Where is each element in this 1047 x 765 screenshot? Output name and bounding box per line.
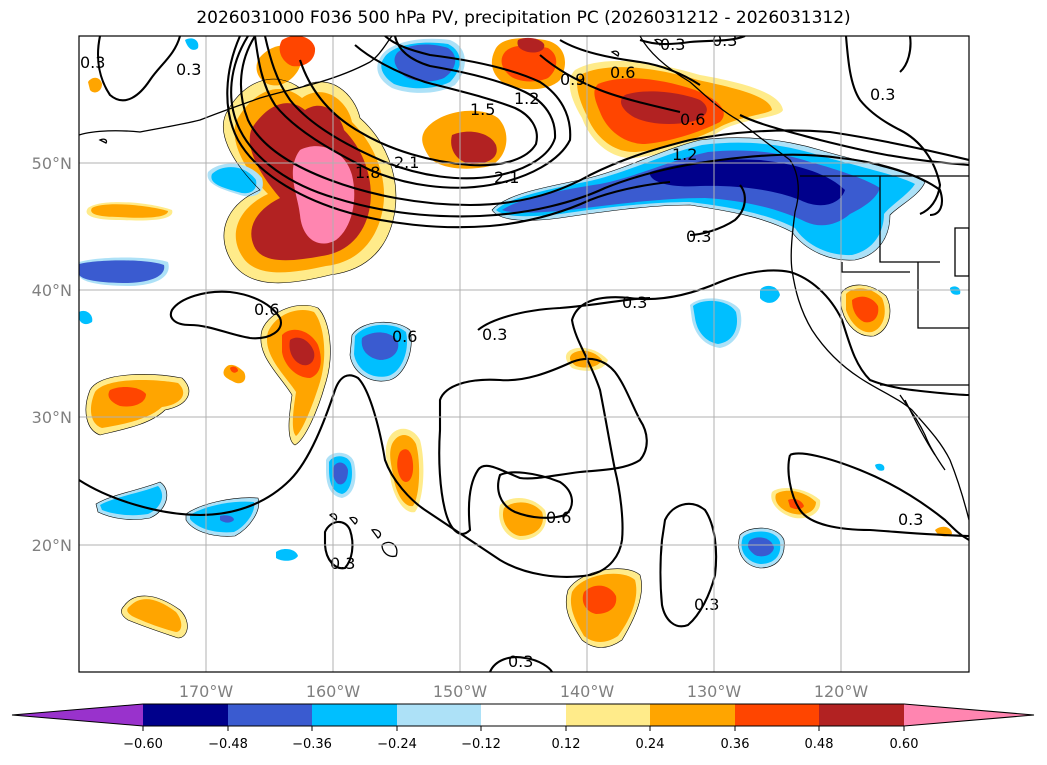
map-area: 0.3 0.3 0.3 0.3 0.3 0.3 0.3 0.3 0.3 0.3 …: [79, 31, 969, 672]
lon-tick-label: 150°W: [433, 682, 488, 701]
colorbar-label: 0.60: [890, 737, 919, 752]
contour-label: 0.6: [546, 508, 571, 527]
precip-shading-negative: [79, 38, 961, 568]
lat-tick-labels: 50°N 40°N 30°N 20°N: [32, 154, 72, 555]
precip-shading-positive: [85, 36, 952, 648]
colorbar-label: 0.12: [552, 737, 581, 752]
colorbar-bin: [819, 704, 904, 726]
contour-label: 0.6: [392, 327, 417, 346]
colorbar-label: −0.12: [461, 737, 501, 752]
colorbar-label: 0.48: [805, 737, 834, 752]
colorbar-bin: [650, 704, 735, 726]
contour-label: 1.2: [672, 145, 697, 164]
contour-label: 0.3: [898, 510, 923, 529]
colorbar-extend-low: [12, 704, 143, 726]
contour-labels: 0.3 0.3 0.3 0.3 0.3 0.3 0.3 0.3 0.3 0.3 …: [80, 31, 923, 671]
colorbar-bin: [481, 704, 566, 726]
colorbar-label: −0.48: [208, 737, 248, 752]
precip-outlines: [85, 78, 926, 648]
gridlines: [79, 36, 969, 672]
colorbar-bin: [228, 704, 312, 726]
contour-label: 0.9: [560, 70, 585, 89]
colorbar-bin: [312, 704, 397, 726]
lat-tick-label: 50°N: [32, 154, 72, 173]
contour-label: 0.6: [680, 110, 705, 129]
contour-label: 0.3: [622, 293, 647, 312]
colorbar-bin: [143, 704, 228, 726]
contour-label: 0.3: [660, 35, 685, 54]
colorbar-label: 0.36: [721, 737, 750, 752]
lon-tick-label: 140°W: [560, 682, 615, 701]
map-title: 2026031000 F036 500 hPa PV, precipitatio…: [196, 8, 851, 28]
lat-tick-label: 20°N: [32, 536, 72, 555]
contour-label: 0.3: [80, 53, 105, 72]
colorbar-label: −0.60: [123, 737, 163, 752]
lon-tick-label: 160°W: [306, 682, 361, 701]
colorbar-bin: [735, 704, 819, 726]
contour-label: 1.8: [355, 163, 380, 182]
contour-label: 1.2: [514, 89, 539, 108]
lon-tick-labels: 170°W 160°W 150°W 140°W 130°W 120°W: [179, 682, 869, 701]
contour-label: 0.3: [686, 227, 711, 246]
contour-label: 0.3: [870, 85, 895, 104]
colorbar: −0.60 −0.48 −0.36 −0.24 −0.12 0.12 0.24 …: [11, 703, 1035, 752]
contour-label: 0.3: [482, 325, 507, 344]
contour-label: 0.3: [176, 60, 201, 79]
colorbar-label: −0.24: [377, 737, 417, 752]
contour-label: 0.3: [712, 31, 737, 50]
contour-label: 2.1: [494, 168, 519, 187]
contour-label: 0.6: [254, 300, 279, 319]
coastlines: [79, 36, 969, 558]
map-frame: [78, 35, 970, 673]
lon-tick-label: 120°W: [814, 682, 869, 701]
colorbar-bin: [397, 704, 481, 726]
pv-contours: [79, 36, 969, 672]
contour-label: 0.6: [610, 63, 635, 82]
contour-label: 1.5: [470, 100, 495, 119]
lat-tick-label: 30°N: [32, 408, 72, 427]
colorbar-label: −0.36: [292, 737, 332, 752]
lon-tick-label: 130°W: [687, 682, 742, 701]
lat-tick-label: 40°N: [32, 281, 72, 300]
colorbar-label: 0.24: [636, 737, 665, 752]
contour-label: 0.3: [694, 595, 719, 614]
contour-label: 0.3: [330, 554, 355, 573]
contour-label: 0.3: [508, 652, 533, 671]
colorbar-extend-high: [904, 704, 1034, 726]
colorbar-bin: [566, 704, 650, 726]
lon-tick-label: 170°W: [179, 682, 234, 701]
